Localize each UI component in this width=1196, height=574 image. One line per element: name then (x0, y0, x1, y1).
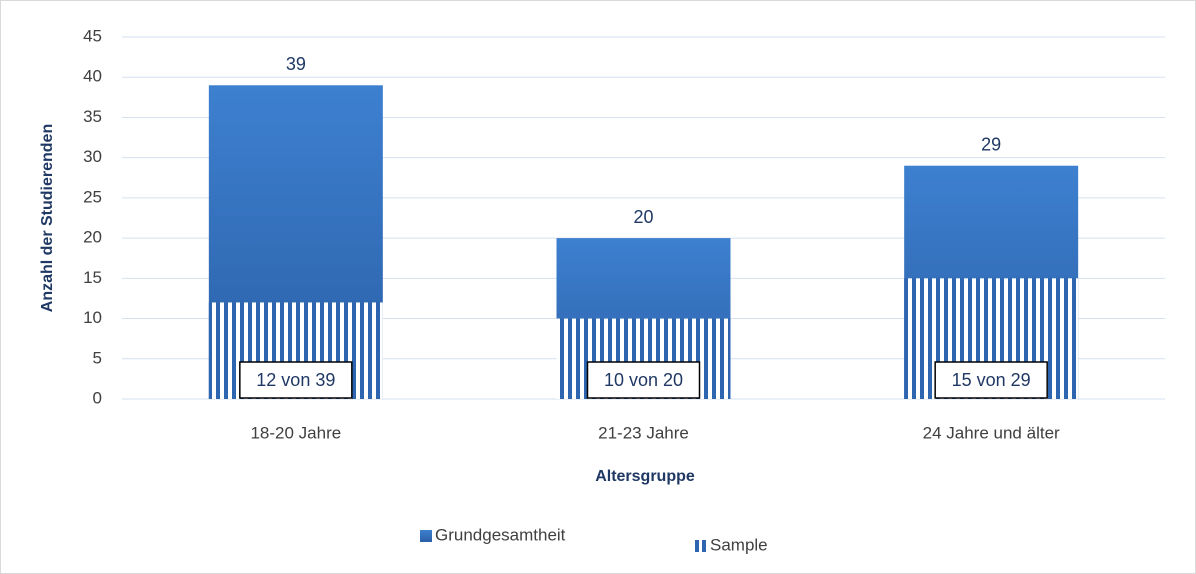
legend-label: Grundgesamtheit (435, 525, 566, 544)
y-tick-label: 45 (83, 26, 102, 45)
y-tick-label: 20 (83, 228, 102, 247)
y-tick-label: 0 (93, 388, 102, 407)
y-tick-label: 30 (83, 147, 102, 166)
x-tick-label: 18-20 Jahre (250, 423, 341, 442)
data-label-box (586, 361, 701, 399)
y-tick-label: 15 (83, 268, 102, 287)
x-axis-title: Altersgruppe (595, 468, 695, 485)
data-label: 20 (633, 207, 653, 227)
data-label: 39 (286, 54, 306, 74)
data-label-box (934, 361, 1048, 399)
data-label: 15 von 29 (952, 370, 1031, 390)
y-tick-label: 25 (83, 187, 102, 206)
y-axis-title: Anzahl der Studierenden (39, 124, 56, 312)
x-tick-label: 24 Jahre und älter (923, 423, 1060, 442)
data-label: 10 von 20 (604, 370, 683, 390)
y-tick-label: 5 (93, 348, 102, 367)
legend-swatch (702, 540, 706, 552)
y-tick-label: 40 (83, 67, 102, 86)
data-label: 12 von 39 (256, 370, 335, 390)
data-label-box (239, 361, 353, 399)
data-label: 29 (981, 134, 1001, 154)
y-tick-label: 35 (83, 107, 102, 126)
legend-label: Sample (710, 535, 768, 554)
legend-swatch (695, 540, 699, 552)
x-tick-label: 21-23 Jahre (598, 423, 689, 442)
legend-swatch (420, 530, 432, 542)
y-tick-label: 10 (83, 308, 102, 327)
